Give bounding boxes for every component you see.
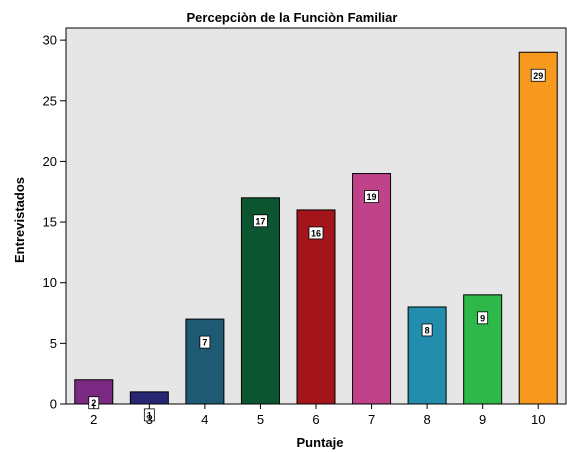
bar-4	[185, 318, 225, 405]
data-label-box-6	[308, 226, 324, 240]
bar-7	[352, 173, 392, 405]
bar-6	[296, 209, 336, 405]
chart-title: Percepciòn de la Funciòn Familiar	[187, 10, 398, 25]
y-tick-label-30: 30	[43, 33, 57, 48]
x-tick-label-10: 10	[531, 412, 545, 427]
y-tick-label-20: 20	[43, 154, 57, 169]
data-label-6: 16	[311, 228, 321, 238]
bar-10	[518, 51, 558, 405]
bar-5	[240, 197, 280, 405]
data-label-box-10	[530, 68, 546, 82]
data-label-9: 9	[480, 313, 485, 323]
data-label-box-7	[364, 190, 379, 203]
data-label-10: 29	[533, 71, 543, 81]
data-label-3: 1	[147, 410, 152, 420]
x-tick-label-9: 9	[479, 412, 486, 427]
x-axis-label: Puntaje	[297, 435, 344, 450]
y-tick-label-25: 25	[43, 93, 57, 108]
data-label-box-9	[477, 311, 489, 325]
x-tick-label-8: 8	[423, 412, 430, 427]
data-label-box-4	[199, 335, 211, 349]
y-tick-label-0: 0	[50, 397, 57, 412]
y-tick-label-5: 5	[50, 336, 57, 351]
data-label-8: 8	[425, 325, 430, 335]
bar-9	[463, 294, 503, 405]
data-label-box-5	[253, 214, 268, 228]
data-label-2: 2	[91, 398, 96, 408]
x-tick-label-6: 6	[312, 412, 319, 427]
data-label-4: 7	[202, 338, 207, 348]
x-tick-label-5: 5	[257, 412, 264, 427]
x-tick-label-4: 4	[201, 412, 208, 427]
y-tick-label-10: 10	[43, 275, 57, 290]
data-label-7: 19	[367, 192, 377, 202]
data-label-box-8	[421, 323, 433, 337]
bar-8	[407, 306, 447, 405]
bar-3	[129, 391, 169, 405]
x-axis: 2 3 4 5 6 7 8 9 10	[90, 404, 545, 427]
data-label-5: 17	[255, 216, 265, 226]
x-tick-label-7: 7	[368, 412, 375, 427]
y-axis-label: Entrevistados	[12, 177, 27, 263]
y-axis: 0 5 10 15 20 25 30	[43, 33, 66, 412]
y-tick-label-15: 15	[43, 215, 57, 230]
x-tick-label-2: 2	[90, 412, 97, 427]
x-tick-label-3: 3	[146, 412, 153, 427]
